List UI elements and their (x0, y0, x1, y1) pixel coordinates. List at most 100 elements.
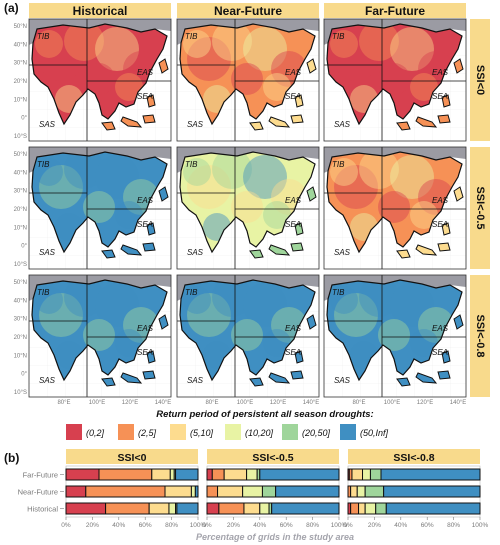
column-header-bg (177, 3, 319, 18)
coastline (31, 151, 168, 254)
lon-tick-label: 140°E (155, 400, 171, 406)
legend-label: (50,Inf] (360, 428, 389, 438)
bar-segment (194, 485, 199, 498)
map-blob (231, 63, 263, 95)
map-panel: TIB EAS SEA SAS (323, 18, 467, 142)
bar-segment (211, 468, 225, 481)
island (437, 114, 451, 124)
lon-tick-label: 80°E (352, 400, 365, 406)
latitude-ticks: 50°N 40°N 30°N 20°N 10°N 0° 10°S 50°N 40°N 30°N 20… (14, 24, 28, 396)
map-blob (64, 280, 104, 317)
bar-segment (190, 485, 196, 498)
bar-segment (169, 468, 175, 481)
map-blob (334, 293, 378, 337)
legend-label: (0,2] (86, 428, 105, 438)
category-label: Far-Future (23, 471, 58, 480)
x-tick-label: 40% (394, 522, 407, 529)
legend-label: (5,10] (190, 428, 214, 438)
map-panel: TIB EAS SEA SAS (323, 274, 467, 398)
masked-region (177, 147, 319, 173)
island (294, 222, 304, 236)
legend-label: (20,50] (302, 428, 331, 438)
x-tick-label: 100% (190, 522, 207, 529)
region-label: TIB (37, 288, 50, 297)
map-blob (187, 293, 231, 337)
map-blob (183, 158, 211, 186)
map-blob (378, 191, 410, 223)
row-header: SSI<-0.8 (474, 314, 486, 357)
region-label: EAS (137, 68, 154, 77)
x-tick-label: 0% (343, 522, 353, 529)
region-label: SEA (285, 348, 301, 357)
island (268, 372, 291, 384)
map-panel: TIB EAS SEA SAS (176, 18, 320, 142)
land-fill (180, 24, 315, 124)
region-label: SAS (39, 248, 56, 257)
x-tick-label: 60% (139, 522, 152, 529)
bar-segment (168, 502, 177, 515)
bar-segment (356, 485, 366, 498)
x-tick-label: 20% (227, 522, 240, 529)
region-label: EAS (137, 196, 154, 205)
island (142, 370, 156, 380)
island (396, 377, 411, 387)
map-blob (35, 30, 63, 58)
x-tick-label: 20% (368, 522, 381, 529)
land-fill (180, 280, 315, 380)
lat-tick-label: 10°S (14, 134, 27, 140)
land-fill (32, 280, 167, 380)
map-frame (28, 146, 172, 270)
island (249, 377, 264, 387)
map-blob (212, 280, 252, 317)
map-blob (263, 201, 291, 229)
island (453, 314, 464, 330)
longitude-ticks: 80°E 100°E 120°E 140°E 80°E 100°E 120°E 140°E 80… (57, 400, 466, 406)
coastline (326, 23, 463, 126)
x-tick-label: 0% (202, 522, 212, 529)
row-header-bg (470, 19, 490, 141)
map-panel: TIB EAS SEA SAS (28, 274, 172, 398)
lon-tick-label: 120°E (417, 400, 433, 406)
bar-segment (259, 468, 340, 481)
region-label: EAS (285, 324, 302, 333)
map-blob (187, 165, 231, 209)
lon-tick-label: 140°E (303, 400, 319, 406)
bar-segment (385, 502, 481, 515)
lat-tick-label: 20°N (14, 335, 27, 341)
map-blob (390, 283, 434, 327)
legend-swatch (340, 424, 356, 440)
region-label: SAS (187, 376, 204, 385)
map-blob (263, 329, 291, 357)
lon-tick-label: 140°E (450, 400, 466, 406)
legend-title: Return period of persistent all season d… (156, 409, 373, 420)
map-blob (410, 201, 438, 229)
x-tick-label: 100% (472, 522, 489, 529)
coastline (179, 151, 316, 254)
island (101, 249, 116, 259)
lon-tick-label: 100°E (89, 400, 105, 406)
region-label: SEA (137, 92, 153, 101)
region-label: TIB (185, 288, 198, 297)
map-blob (35, 286, 63, 314)
map-blob (187, 37, 231, 81)
map-blob (334, 37, 378, 81)
bar-segment (206, 502, 220, 515)
map-blob (64, 152, 104, 189)
facet-header-bg (66, 449, 198, 464)
map-frame (176, 274, 320, 398)
map-panel: TIB EAS SEA SAS (28, 146, 172, 270)
bar-segment (246, 468, 258, 481)
legend-swatch (66, 424, 82, 440)
map-frame (323, 18, 467, 142)
region-label: EAS (432, 324, 449, 333)
lat-tick-label: 50°N (14, 24, 27, 30)
map-blob (183, 286, 211, 314)
lat-tick-label: 50°N (14, 280, 27, 286)
map-blob (330, 158, 358, 186)
map-frame (176, 146, 320, 270)
map-blob (231, 319, 263, 351)
map-blob (330, 286, 358, 314)
legend-label: (10,20] (245, 428, 274, 438)
bar-segment (380, 468, 481, 481)
